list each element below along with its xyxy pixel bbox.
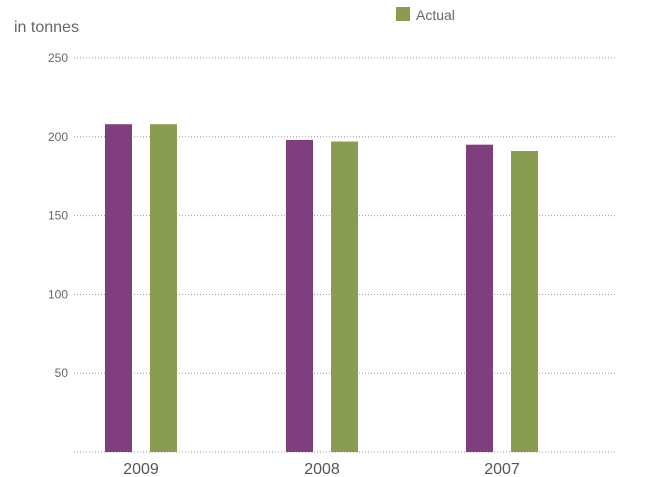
legend-label-actual: Actual	[416, 7, 455, 23]
x-tick-label-2009: 2009	[123, 461, 159, 477]
y-tick-labels: 50 100 150 200 250	[48, 51, 68, 380]
y-tick-label: 50	[55, 366, 69, 380]
legend: Actual	[396, 7, 455, 23]
bar-2008-series-1	[286, 139, 313, 452]
y-tick-label: 100	[48, 287, 68, 301]
bar-2007-series-1	[466, 144, 493, 452]
y-axis-label: in tonnes	[14, 19, 79, 36]
y-tick-label: 250	[48, 51, 68, 65]
x-tick-label-2008: 2008	[304, 461, 340, 477]
x-tick-labels: 2009 2008 2007	[123, 461, 520, 477]
x-tick-label-2007: 2007	[484, 461, 520, 477]
bar-2007-series-2	[511, 150, 538, 452]
legend-swatch-actual	[396, 7, 410, 21]
bars	[105, 124, 538, 452]
y-tick-label: 150	[48, 209, 68, 223]
y-tick-label: 200	[48, 130, 68, 144]
bar-2008-series-2	[331, 141, 358, 452]
bar-2009-series-2	[150, 124, 177, 452]
bar-2009-series-1	[105, 124, 132, 452]
